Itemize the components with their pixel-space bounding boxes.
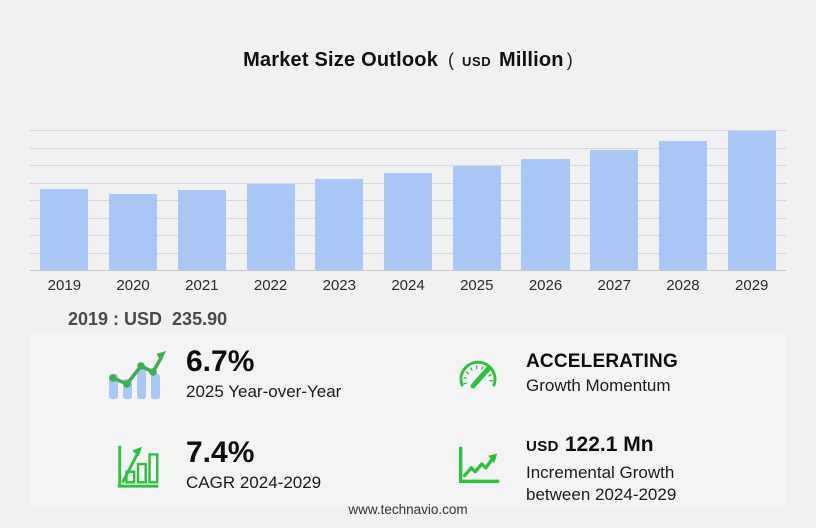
x-axis-line: [30, 270, 786, 271]
stat-text: USD 122.1 Mn Incremental Growth between 2…: [526, 424, 706, 505]
bar-slot: [99, 130, 168, 270]
gridline: [30, 147, 786, 149]
bar-slot: [236, 130, 305, 270]
title-paren-close: ): [566, 50, 573, 71]
x-tick-label: 2019: [47, 277, 82, 294]
x-tick-label: 2026: [528, 277, 563, 294]
stat-text: ACCELERATING Growth Momentum: [526, 351, 678, 396]
bar-2021: [177, 189, 226, 270]
plot-area: [30, 130, 786, 271]
bar-slot: [717, 130, 786, 270]
bar-2026: [521, 159, 570, 270]
stat-value-currency: USD: [526, 438, 559, 456]
stat-yoy-growth: 6.7% 2025 Year-over-Year: [106, 344, 446, 403]
stat-value: 7.4%: [186, 436, 255, 470]
bar-2027: [590, 150, 639, 270]
stat-cagr: 7.4% CAGR 2024-2029: [106, 423, 446, 506]
stat-value-amount: 122.1 Mn: [564, 433, 654, 457]
bar-slot: [374, 130, 443, 270]
x-tick-label: 2025: [460, 277, 494, 294]
x-tick-label: 2023: [322, 277, 356, 294]
gauge-icon: [446, 353, 510, 395]
bar-line-growth-icon: [106, 347, 170, 401]
bar-slot: [442, 130, 511, 270]
x-tick-label: 2028: [666, 277, 700, 294]
bar-2020: [109, 194, 158, 270]
stat-text: 6.7% 2025 Year-over-Year: [186, 345, 341, 402]
gridline: [30, 130, 786, 131]
bar-2023: [315, 178, 364, 270]
stats-panel: 6.7% 2025 Year-over-Year ACCELERATING Gr…: [30, 334, 786, 506]
stat-text: 7.4% CAGR 2024-2029: [186, 436, 321, 493]
title-paren-open: (: [448, 50, 455, 71]
bar-chart: 2019 2020 2021 2022 2023 2024 2025 2026 2027 2028…: [30, 130, 786, 294]
bar-slot: [30, 130, 99, 270]
website-link[interactable]: www.technavio.com: [348, 502, 468, 517]
bars: [30, 130, 786, 270]
chart-title: Market Size Outlook ( USD Million): [0, 49, 816, 72]
stat-incremental-growth: USD 122.1 Mn Incremental Growth between 2…: [446, 423, 786, 506]
bar-chart-arrow-icon: [106, 439, 170, 491]
bar-2022: [246, 184, 295, 270]
base-year-value: 2019 : USD 235.90: [68, 309, 228, 329]
stat-growth-momentum: ACCELERATING Growth Momentum: [446, 344, 786, 403]
gridline: [30, 165, 786, 166]
x-axis-labels: 2019 2020 2021 2022 2023 2024 2025 2026 2027 2028…: [30, 277, 786, 294]
x-tick-label: 2027: [597, 277, 631, 294]
stat-value: ACCELERATING: [526, 351, 678, 373]
x-tick-label: 2029: [735, 277, 769, 294]
bar-slot: [167, 130, 236, 270]
bar-2025: [452, 166, 501, 270]
chart-title-text: Market Size Outlook: [243, 49, 439, 72]
x-tick-label: 2022: [253, 277, 288, 294]
bar-2028: [658, 141, 708, 270]
title-currency: USD: [461, 54, 492, 70]
stat-label: 2025 Year-over-Year: [186, 381, 342, 401]
bar-slot: [305, 130, 374, 270]
bar-2024: [383, 172, 433, 270]
stat-label: Incremental Growth between 2024-2029: [526, 463, 677, 504]
bar-slot: [511, 130, 580, 270]
line-chart-arrow-icon: [446, 442, 510, 488]
bar-2029: [727, 131, 776, 270]
stat-value: USD 122.1 Mn: [526, 424, 706, 460]
stat-label: CAGR 2024-2029: [186, 472, 322, 492]
stat-value: 6.7%: [186, 345, 255, 379]
x-tick-label: 2021: [185, 277, 219, 294]
title-unit: Million: [499, 49, 564, 72]
x-tick-label: 2024: [391, 277, 425, 294]
stat-label: Growth Momentum: [526, 375, 671, 395]
x-tick-label: 2020: [116, 277, 150, 294]
bar-2019: [40, 189, 89, 270]
bar-slot: [580, 130, 649, 270]
bar-slot: [649, 130, 718, 270]
